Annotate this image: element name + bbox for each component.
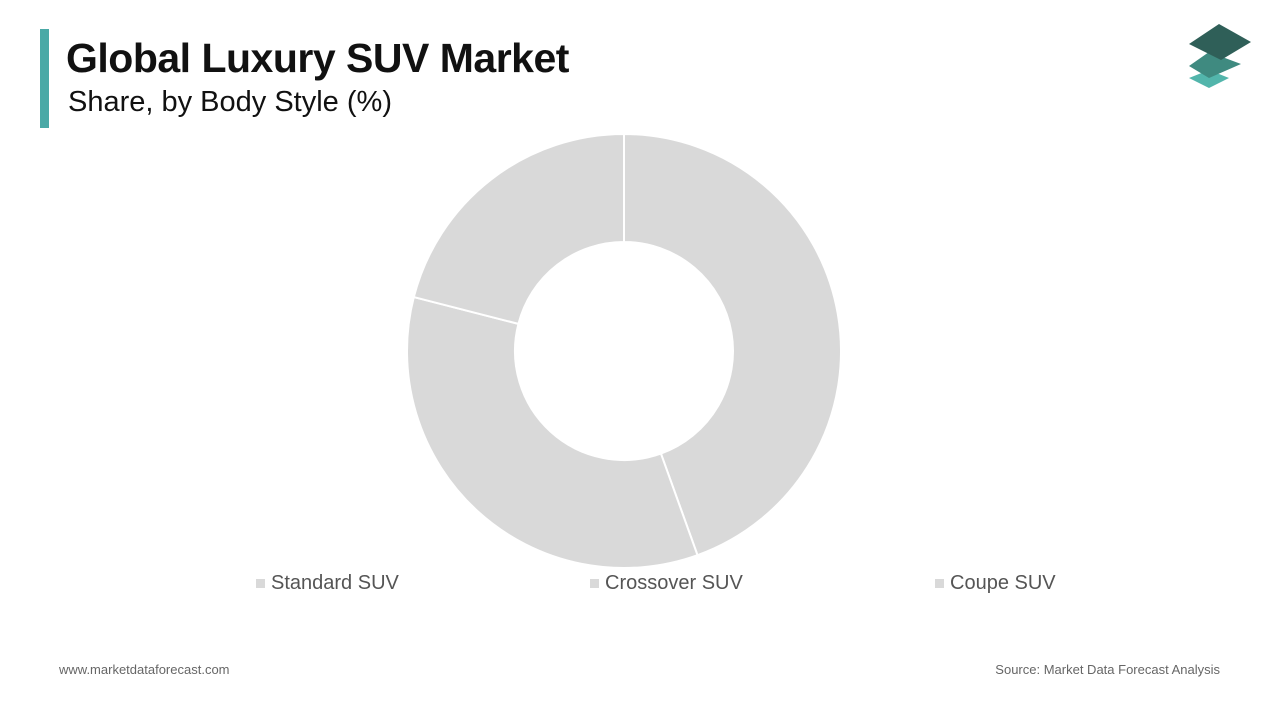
legend-swatch-crossover-suv: [590, 578, 599, 588]
logo-layer-top: [1189, 24, 1251, 60]
donut-slice-standard-suv: [623, 132, 842, 557]
legend-item-standard-suv: Standard SUV: [256, 570, 399, 596]
stacked-layers-logo-icon: [1189, 24, 1251, 88]
legend-item-crossover-suv: Crossover SUV: [590, 570, 743, 596]
footer-website: www.marketdataforecast.com: [59, 662, 230, 677]
logo-layer-bottom: [1189, 70, 1229, 88]
legend-swatch-standard-suv: [256, 578, 265, 588]
page-subtitle: Share, by Body Style (%): [68, 86, 392, 118]
legend-item-coupe-suv: Coupe SUV: [935, 570, 1056, 596]
logo-layer-middle: [1189, 52, 1241, 78]
legend-swatch-coupe-suv: [935, 578, 944, 588]
legend-label-crossover-suv: Crossover SUV: [605, 571, 743, 594]
footer-source: Source: Market Data Forecast Analysis: [995, 662, 1220, 677]
page-title: Global Luxury SUV Market: [66, 35, 569, 81]
legend-label-coupe-suv: Coupe SUV: [950, 571, 1056, 594]
title-accent-bar: [40, 29, 49, 128]
legend-label-standard-suv: Standard SUV: [271, 571, 399, 594]
donut-slice-coupe-suv: [412, 132, 625, 326]
donut-slice-crossover-suv: [406, 295, 699, 569]
